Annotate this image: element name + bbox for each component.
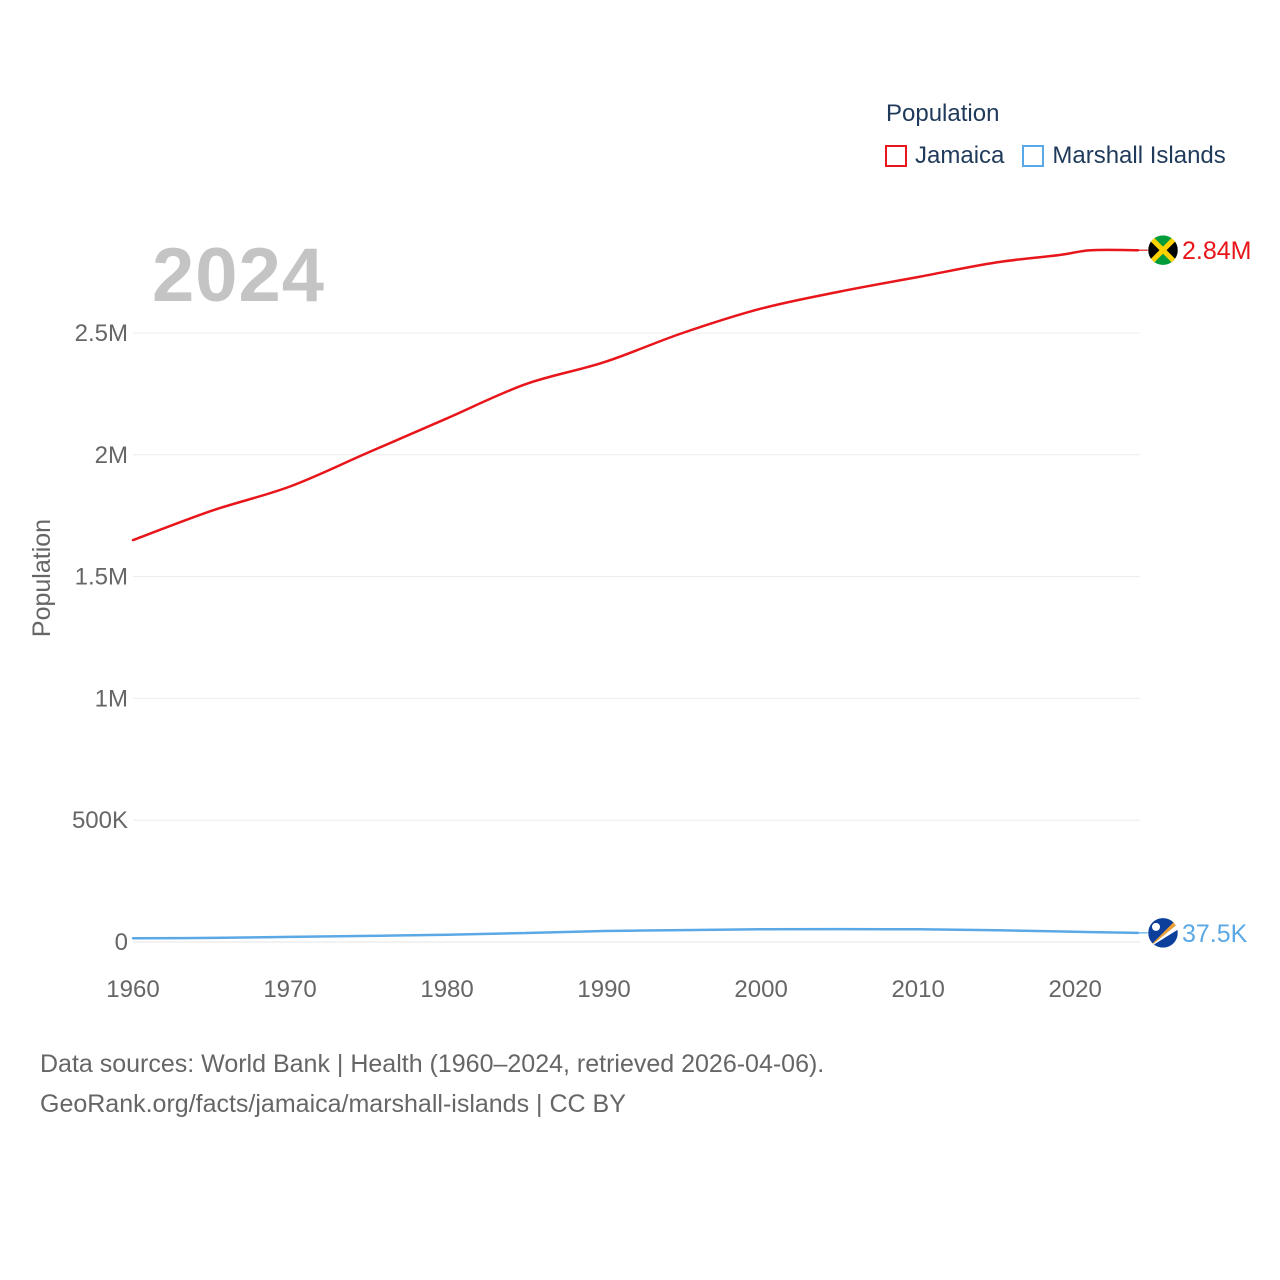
x-tick-label: 2010 (891, 976, 944, 1003)
legend: Jamaica Marshall Islands (885, 142, 1244, 170)
y-tick-label: 1.5M (75, 564, 128, 591)
flag-ring-jamaica (1147, 234, 1179, 266)
y-axis-ticks: 0 500K 1M 1.5M 2M 2.5M (72, 320, 128, 956)
jamaica-flag-icon (1148, 235, 1178, 266)
legend-swatch-marshall-islands (1022, 145, 1045, 167)
legend-title: Population (886, 100, 1000, 127)
y-tick-label: 500K (72, 807, 128, 834)
footer: Data sources: World Bank | Health (1960–… (40, 1044, 824, 1124)
end-value-label-marshall-islands: 37.5K (1182, 920, 1248, 948)
y-axis-label: Population (28, 519, 56, 637)
series-line-jamaica (131, 248, 1140, 542)
y-tick-label: 1M (95, 685, 128, 712)
legend-item-jamaica[interactable]: Jamaica (885, 142, 1004, 170)
flag-ring-marshall-islands (1147, 917, 1179, 949)
end-value-label-jamaica: 2.84M (1182, 237, 1251, 265)
legend-label-marshall-islands: Marshall Islands (1052, 142, 1226, 169)
data-source-text: Data sources: World Bank | Health (1960–… (40, 1050, 825, 1078)
x-tick-label: 2020 (1048, 976, 1101, 1003)
legend-label-jamaica: Jamaica (915, 142, 1005, 169)
series-lines (131, 248, 1140, 940)
year-label: 2024 (152, 233, 326, 318)
x-tick-label: 1970 (263, 976, 316, 1003)
legend-swatch-jamaica (885, 145, 907, 167)
y-tick-label: 2.5M (75, 320, 128, 347)
y-tick-label: 0 (115, 929, 128, 956)
x-tick-label: 1980 (420, 976, 473, 1003)
series-end-markers: 2.84M 37.5K (1138, 234, 1251, 949)
y-tick-label: 2M (95, 442, 128, 469)
source-url-text: GeoRank.org/facts/jamaica/marshall-islan… (40, 1090, 626, 1118)
x-tick-label: 1960 (106, 976, 159, 1003)
x-axis-ticks: 1960 1970 1980 1990 2000 2010 2020 (106, 976, 1102, 1003)
x-tick-label: 2000 (734, 976, 787, 1003)
marshall-islands-flag-icon (1148, 917, 1178, 948)
series-line-marshall-islands (131, 927, 1140, 940)
grid-lines (133, 332, 1140, 943)
legend-item-marshall-islands[interactable]: Marshall Islands (1022, 142, 1226, 170)
x-tick-label: 1990 (577, 976, 630, 1003)
